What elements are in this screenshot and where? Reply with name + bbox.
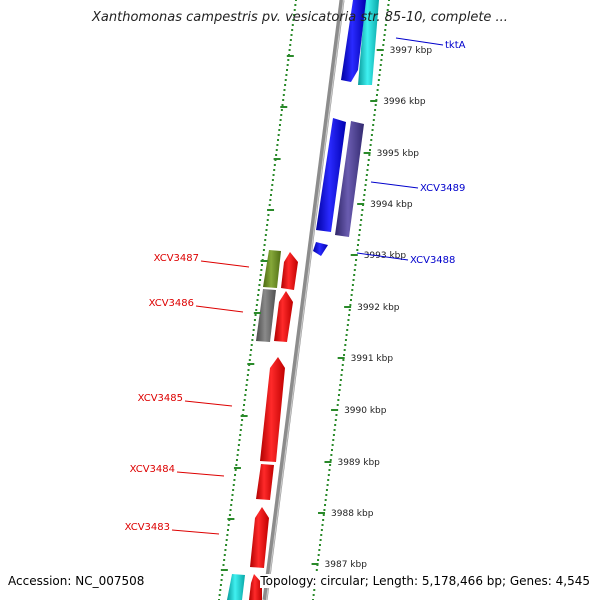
gene-label-right[interactable]: tktA	[445, 40, 466, 51]
topology-text: Topology: circular; Length: 5,178,466 bp…	[260, 574, 590, 588]
genome-backbone	[262, 0, 345, 600]
tick-label: 3988 kbp	[331, 509, 374, 519]
gene-red-bottom[interactable]	[249, 574, 262, 600]
gene-xcv3489[interactable]	[316, 118, 346, 232]
gene-label-left[interactable]: XCV3487	[154, 253, 199, 264]
gene-blue-top[interactable]	[341, 0, 366, 82]
tick-label: 3994 kbp	[370, 200, 413, 210]
tick-label: 3995 kbp	[377, 149, 420, 159]
gene-label-right[interactable]: XCV3488	[410, 255, 455, 266]
strand-guide-right	[312, 0, 390, 600]
gene-label-left[interactable]: XCV3485	[138, 393, 183, 404]
gene-xcv3483[interactable]	[250, 507, 269, 568]
page-title: Xanthomonas campestris pv. vesicatoria s…	[92, 10, 508, 25]
gene-labels: XCV3487 XCV3486 XCV3485 XCV3484 XCV3483 tktA X…	[125, 37, 466, 535]
gene-red-a[interactable]	[281, 252, 298, 290]
gene-red-b[interactable]	[274, 291, 293, 342]
gene-label-left[interactable]: XCV3483	[125, 522, 170, 533]
gene-xcv3488[interactable]	[313, 242, 328, 256]
gene-xcv3487[interactable]	[263, 250, 281, 288]
gene-cyan-bottom[interactable]	[227, 574, 245, 600]
leader-line	[370, 181, 419, 189]
genes	[227, 0, 379, 600]
tick-label: 3991 kbp	[351, 354, 394, 364]
leader-line	[176, 471, 225, 477]
tick-label: 3987 kbp	[325, 560, 368, 570]
tick-label: 3996 kbp	[383, 97, 426, 107]
gene-purple[interactable]	[335, 121, 364, 237]
leader-line	[184, 400, 233, 407]
tick-label: 3989 kbp	[337, 458, 380, 468]
leader-line	[395, 37, 444, 46]
leader-line	[171, 529, 220, 535]
tick-label: 3992 kbp	[357, 303, 400, 313]
tick-labels: 3997 kbp 3996 kbp 3995 kbp 3994 kbp 3993 kbp…	[220, 46, 433, 571]
tick-label: 3997 kbp	[390, 46, 433, 56]
backbone-highlight	[265, 0, 345, 600]
gene-xcv3486[interactable]	[256, 289, 276, 342]
tick-label: 3993 kbp	[364, 251, 407, 261]
tick-label: 3990 kbp	[344, 406, 387, 416]
gene-label-left[interactable]: XCV3484	[130, 464, 175, 475]
leader-line	[200, 260, 250, 268]
accession-text: Accession: NC_007508	[8, 574, 145, 588]
gene-label-left[interactable]: XCV3486	[149, 298, 194, 309]
gene-xcv3485[interactable]	[260, 357, 285, 462]
strand-guides	[218, 0, 390, 600]
gene-label-right[interactable]: XCV3489	[420, 183, 465, 194]
gene-xcv3484[interactable]	[256, 464, 274, 500]
leader-line	[356, 252, 409, 261]
leader-line	[195, 305, 244, 313]
